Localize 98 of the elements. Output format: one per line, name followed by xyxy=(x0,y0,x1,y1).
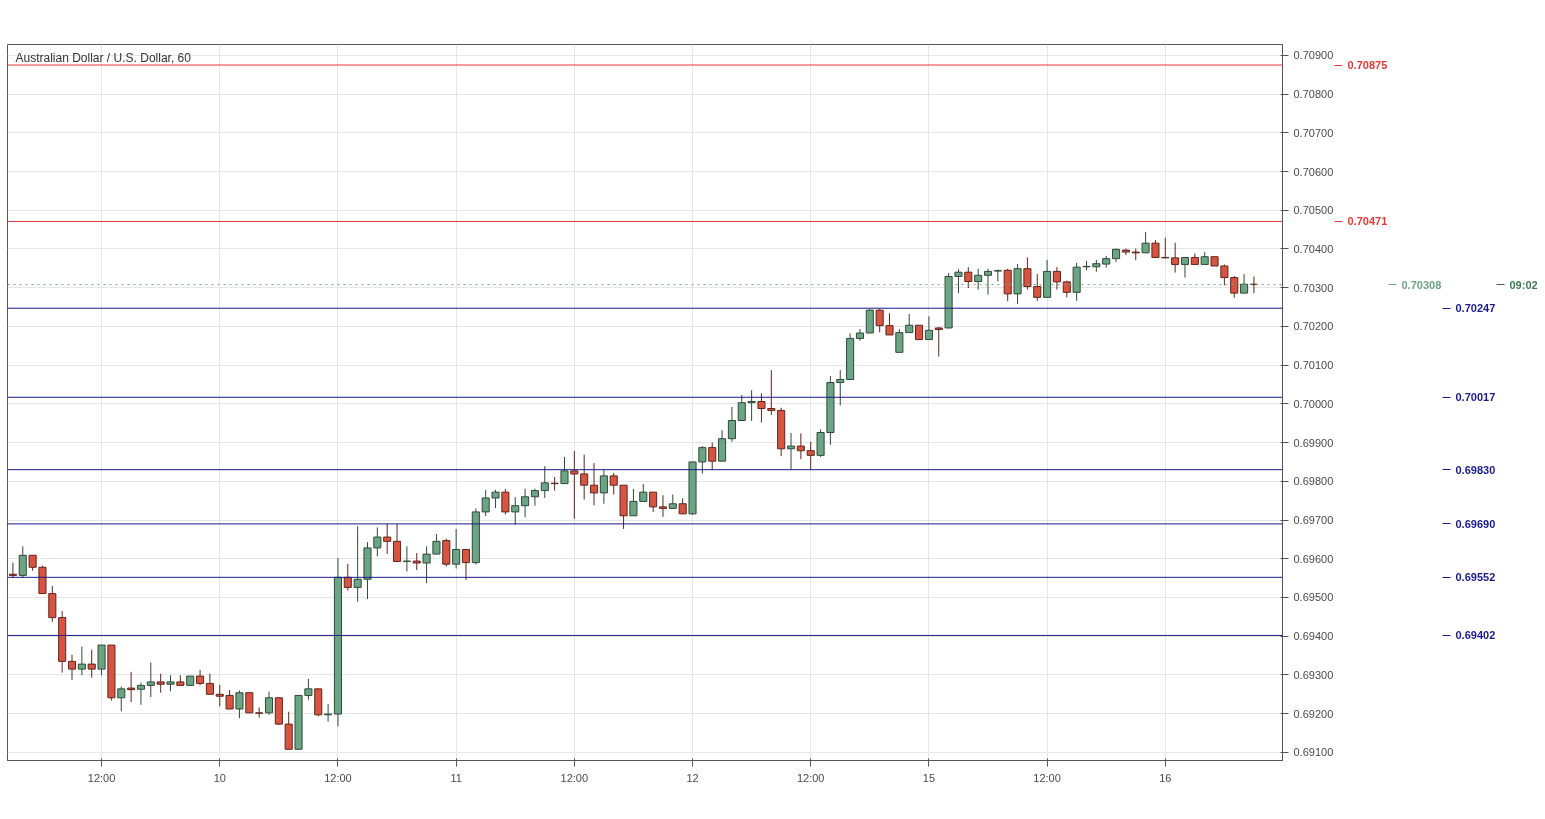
ref-line-label: 0.70471 xyxy=(1347,215,1388,228)
y-tick-label: 0.69600 xyxy=(1293,552,1334,565)
candlestick xyxy=(383,523,392,555)
candlestick xyxy=(796,432,805,460)
ref-line-label: 0.69830 xyxy=(1455,463,1496,476)
candlestick xyxy=(136,682,145,706)
candlestick xyxy=(1141,231,1150,254)
candlestick xyxy=(806,441,815,471)
y-tick-label: 0.70900 xyxy=(1293,49,1334,62)
candlestick xyxy=(964,266,973,289)
y-tick-label: 0.70800 xyxy=(1293,88,1334,101)
candlestick xyxy=(649,491,658,513)
candlestick xyxy=(442,538,451,567)
candlestick xyxy=(658,494,668,518)
candlestick xyxy=(501,488,510,516)
candlestick xyxy=(1180,256,1190,279)
candlestick xyxy=(452,528,461,569)
text: Australian Dollar / U.S. Dollar, 60 xyxy=(15,50,192,65)
candlestick xyxy=(402,545,411,573)
candlestick xyxy=(934,326,943,358)
y-tick-label: 0.69400 xyxy=(1293,630,1334,643)
y-tick-label: 0.70600 xyxy=(1293,165,1334,178)
candlestick xyxy=(698,445,707,475)
x-tick-label: 12:00 xyxy=(796,771,825,784)
candlestick xyxy=(993,268,1002,282)
x-tick-label: 10 xyxy=(213,771,226,784)
x-tick-label: 12 xyxy=(686,771,699,784)
candlestick xyxy=(540,465,549,499)
y-tick-label: 0.70300 xyxy=(1293,281,1334,294)
candlestick xyxy=(127,671,136,703)
candlestick xyxy=(560,456,569,485)
candlestick xyxy=(8,562,17,579)
candlestick xyxy=(895,328,904,353)
y-tick-label: 0.69900 xyxy=(1293,436,1334,449)
candlestick xyxy=(353,525,362,603)
y-tick-label: 0.70400 xyxy=(1293,242,1334,255)
text: 09:02 xyxy=(1509,278,1538,291)
x-tick-label: 12:00 xyxy=(87,771,116,784)
x-tick-label: 11 xyxy=(450,771,462,784)
candlestick xyxy=(530,488,539,507)
candlestick xyxy=(422,545,431,584)
candlestick xyxy=(461,548,471,581)
ref-line-label: 0.69402 xyxy=(1455,629,1496,642)
candlestick xyxy=(432,533,441,555)
candlestick xyxy=(727,406,736,443)
y-tick-label: 0.69300 xyxy=(1293,668,1334,681)
candlestick xyxy=(87,649,96,679)
candlestick xyxy=(264,691,274,716)
candlestick xyxy=(18,545,27,579)
x-tick-label: 12:00 xyxy=(1033,771,1061,784)
candlestick xyxy=(905,313,914,334)
candlestick xyxy=(521,488,530,518)
candlestick xyxy=(491,489,500,509)
ref-line-label: 0.69690 xyxy=(1455,517,1496,530)
candlestick xyxy=(718,429,727,462)
candlestick xyxy=(599,469,608,505)
candlestick xyxy=(77,646,86,676)
candlestick xyxy=(245,692,254,714)
y-tick-label: 0.70700 xyxy=(1293,126,1334,139)
ref-line-label: 0.69552 xyxy=(1455,571,1496,584)
x-tick-label: 15 xyxy=(922,771,936,784)
ref-line-label: 0.70308 xyxy=(1401,278,1442,291)
candlestick xyxy=(324,703,333,723)
x-tick-label: 16 xyxy=(1159,771,1172,784)
candlestick xyxy=(589,462,599,506)
y-tick-label: 0.69500 xyxy=(1293,591,1334,604)
y-tick-label: 0.69200 xyxy=(1293,707,1334,720)
candlestick xyxy=(924,315,933,341)
ref-line-label: 0.70017 xyxy=(1455,391,1496,404)
y-tick-label: 0.69100 xyxy=(1293,746,1334,759)
ref-line-label: 0.70875 xyxy=(1347,59,1388,72)
candlestick xyxy=(205,673,214,695)
x-tick-label: 12:00 xyxy=(324,771,352,784)
ref-line-label: 0.70247 xyxy=(1455,302,1496,315)
candlestick xyxy=(550,476,559,492)
candlestick xyxy=(511,496,520,526)
y-tick-label: 0.70200 xyxy=(1293,320,1334,333)
candlestick xyxy=(146,662,155,698)
candlestick xyxy=(1171,242,1180,274)
candlestick xyxy=(156,673,165,694)
candlestick xyxy=(865,308,874,334)
candlestick xyxy=(786,432,796,471)
x-tick-label: 12:00 xyxy=(560,771,589,784)
candlestick xyxy=(343,563,352,591)
y-tick-label: 0.70000 xyxy=(1293,397,1334,410)
candlestick xyxy=(1052,266,1061,291)
y-tick-label: 0.69700 xyxy=(1293,514,1334,527)
y-tick-label: 0.70100 xyxy=(1293,359,1334,372)
candlestick xyxy=(67,654,77,681)
candlestick xyxy=(1003,268,1012,302)
candlestick xyxy=(117,686,126,712)
candlestick xyxy=(708,442,717,471)
candlestick xyxy=(393,523,402,562)
y-tick-label: 0.70500 xyxy=(1293,204,1334,217)
candlestick xyxy=(235,689,244,719)
y-tick-label: 0.69800 xyxy=(1293,475,1334,488)
candlestick xyxy=(255,706,264,719)
candlestick xyxy=(373,526,382,557)
